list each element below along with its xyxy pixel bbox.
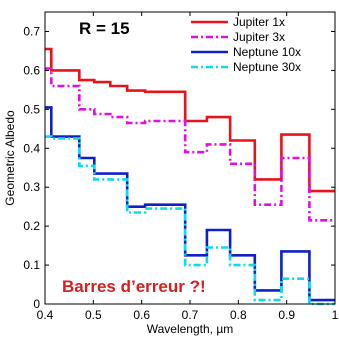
series-line-jupiter-1x — [45, 47, 335, 193]
ticks-layer: 0.4 0.5 0.6 0.7 0.8 0.9 1 0 0.1 0.2 0.3 0.4 0.5 0.6 0.… — [23, 12, 339, 322]
y-tick-label: 0.7 — [23, 24, 40, 38]
legend-label: Jupiter 3x — [233, 30, 285, 44]
legend-label: Jupiter 1x — [233, 15, 285, 29]
x-tick-label: 1 — [332, 308, 339, 322]
series-layer — [45, 47, 335, 306]
y-tick-label: 0.1 — [23, 258, 40, 272]
x-tick-label: 0.7 — [182, 308, 199, 322]
legend-label: Neptune 30x — [233, 60, 301, 74]
legend-label: Neptune 10x — [233, 45, 301, 59]
y-tick-label: 0 — [33, 297, 40, 311]
y-tick-label: 0.2 — [23, 219, 40, 233]
y-axis-label: Geometric Albedo — [3, 110, 17, 206]
series-line-jupiter-3x — [45, 67, 335, 222]
resolution-annotation: R = 15 — [79, 19, 130, 38]
y-tick-label: 0.4 — [23, 141, 40, 155]
series-line-neptune-30x — [45, 135, 335, 306]
y-tick-label: 0.5 — [23, 102, 40, 116]
x-tick-label: 0.9 — [278, 308, 295, 322]
y-tick-label: 0.6 — [23, 63, 40, 77]
x-tick-label: 0.6 — [133, 308, 150, 322]
x-axis-label: Wavelength, µm — [147, 322, 234, 336]
error-bars-annotation: Barres d’erreur ?! — [62, 277, 206, 296]
x-tick-label: 0.8 — [230, 308, 247, 322]
x-tick-label: 0.4 — [37, 308, 54, 322]
series-line-neptune-10x — [45, 106, 335, 302]
x-tick-label: 0.5 — [85, 308, 102, 322]
y-tick-label: 0.3 — [23, 180, 40, 194]
